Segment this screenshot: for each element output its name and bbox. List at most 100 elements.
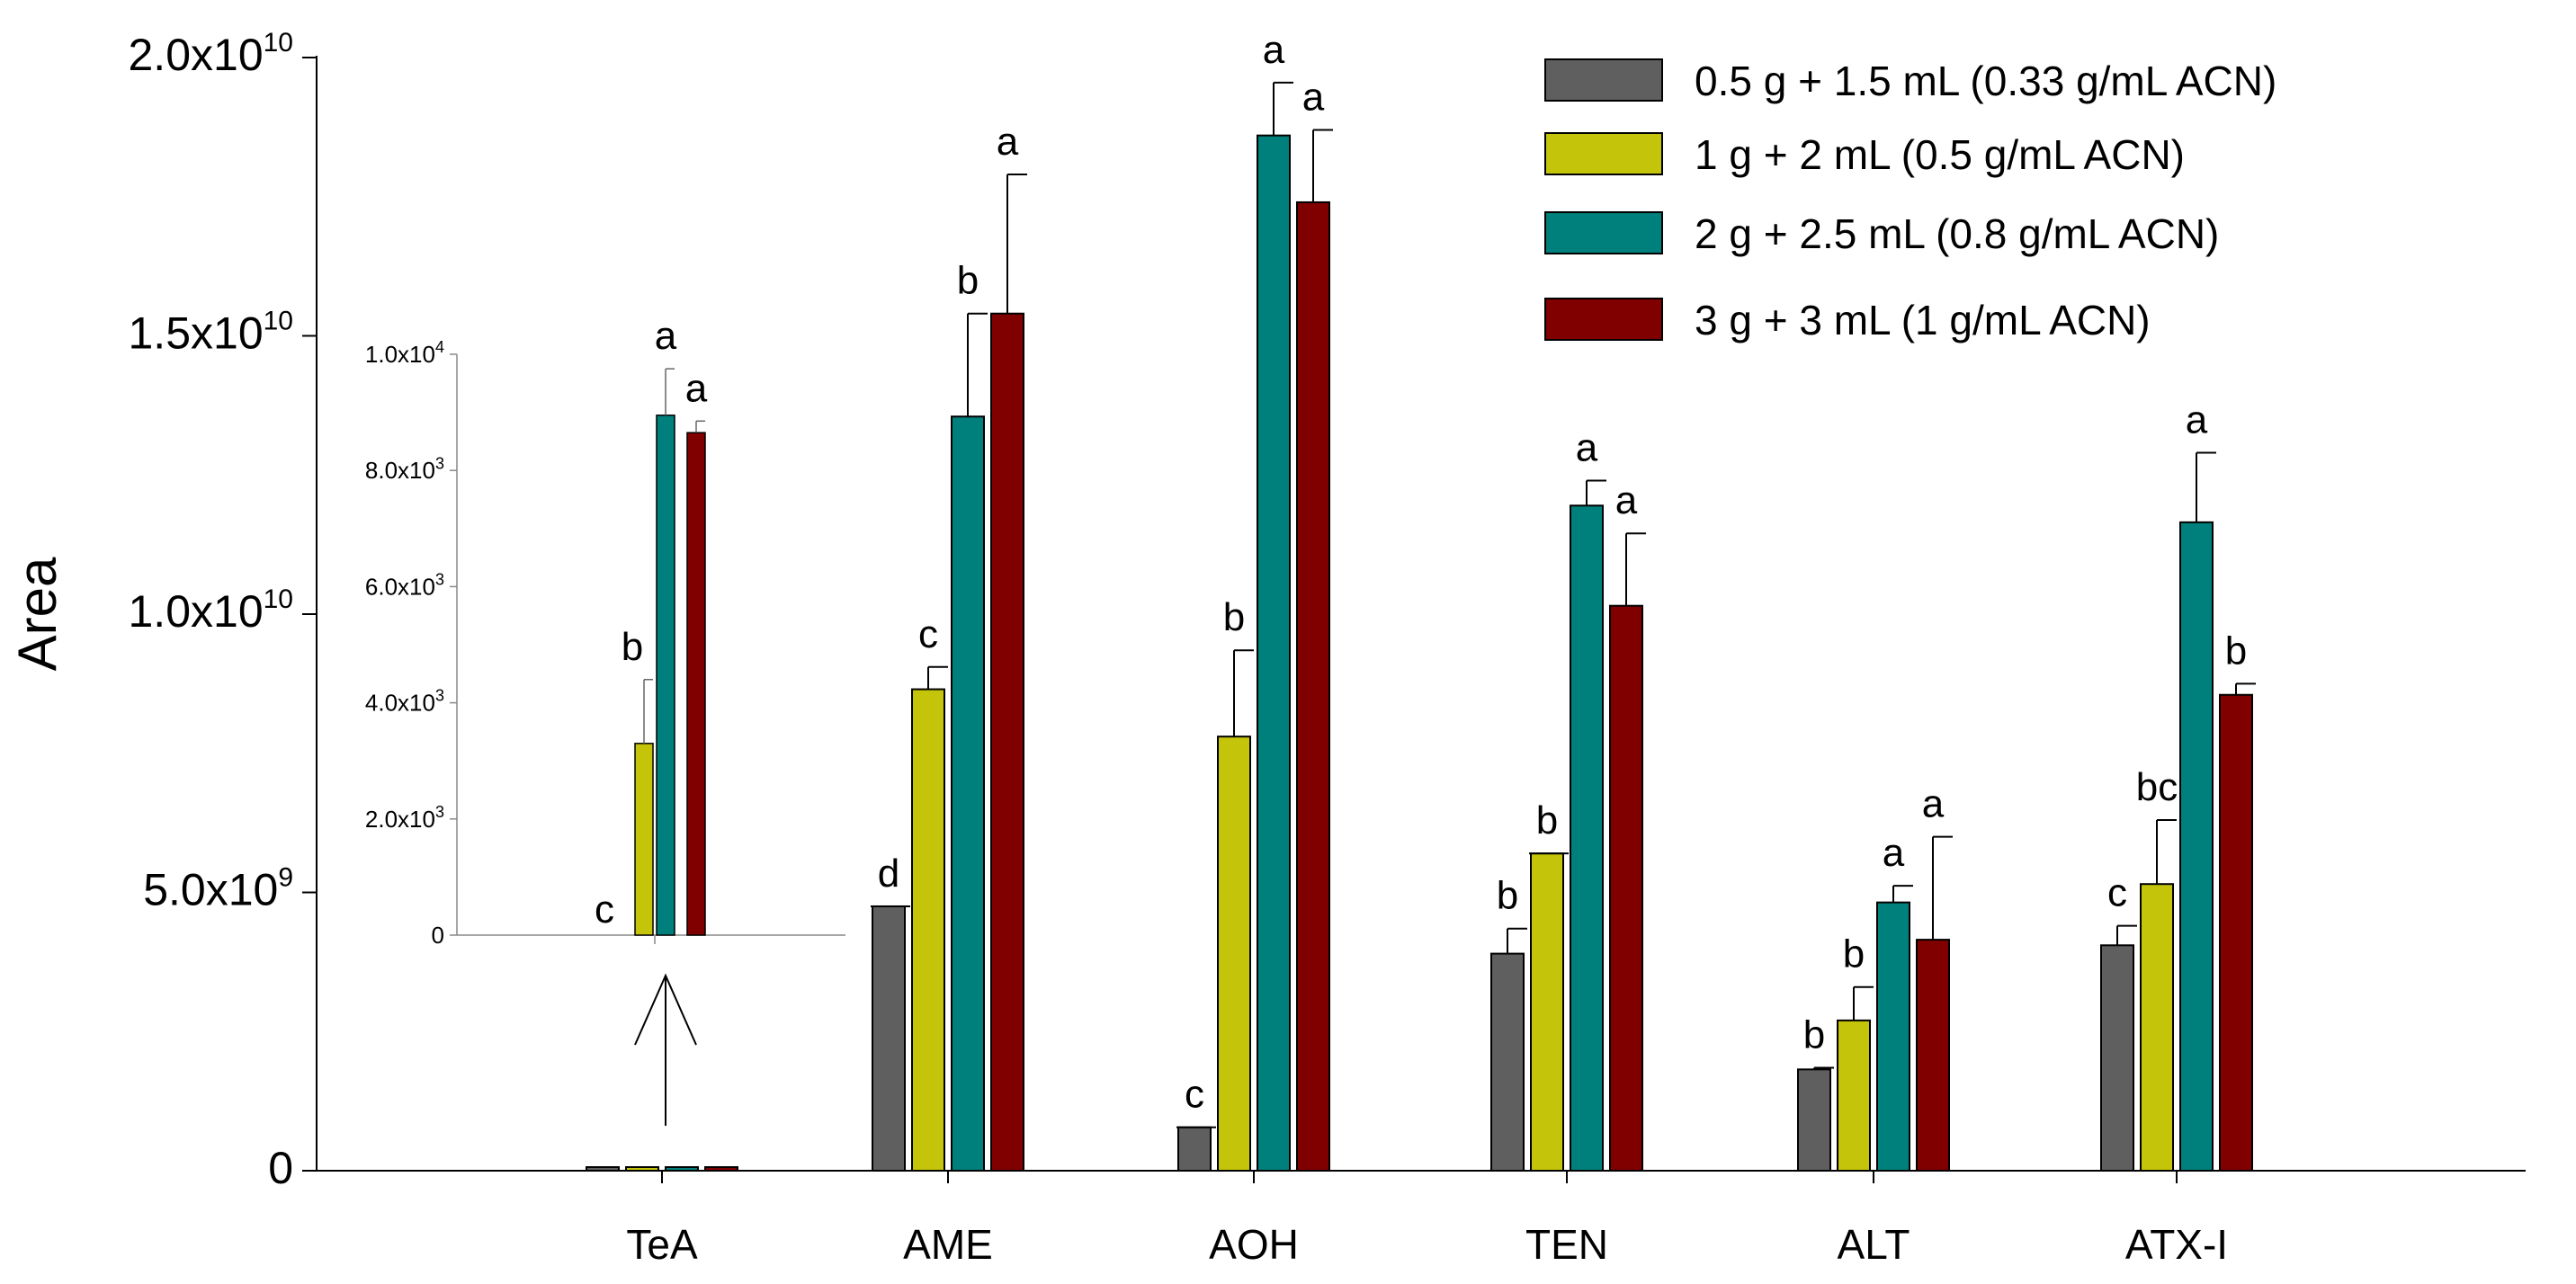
legend-swatch <box>1544 132 1663 175</box>
inset-y-tick-label-base: 1.0x10 <box>365 341 435 368</box>
significance-label: b <box>1497 874 1518 918</box>
bar <box>2140 883 2174 1173</box>
bar <box>951 415 985 1172</box>
inset-y-tick-label: 0 <box>432 922 444 949</box>
y-tick-label: 5.0x109 <box>143 863 293 915</box>
significance-label: a <box>2186 397 2208 441</box>
inset-y-tick-label-exp: 3 <box>435 687 444 705</box>
inset-y-tick-label-exp: 3 <box>435 454 444 472</box>
bar <box>2179 521 2214 1172</box>
significance-label: b <box>2225 629 2247 673</box>
bar <box>1257 134 1291 1172</box>
inset-y-tick-label-base: 0 <box>432 922 444 949</box>
significance-label: b <box>1803 1012 1825 1057</box>
significance-label: bc <box>2136 765 2178 809</box>
significance-label: a <box>1576 425 1598 469</box>
y-tick-label: 2.0x1010 <box>129 28 294 80</box>
significance-label: a <box>997 120 1019 164</box>
category-label: TEN <box>1525 1221 1608 1268</box>
inset-y-tick-label-base: 4.0x10 <box>365 690 435 717</box>
bar <box>1876 901 1910 1173</box>
y-tick-label: 1.5x1010 <box>129 307 294 359</box>
inset-y-tick-label: 1.0x104 <box>365 338 444 368</box>
y-tick-label-base: 1.5x10 <box>129 308 264 359</box>
bar <box>665 1166 699 1172</box>
bar <box>2100 944 2134 1173</box>
bar <box>990 312 1024 1172</box>
inset-bar <box>656 415 675 936</box>
significance-label: c <box>918 612 938 656</box>
significance-label: b <box>1536 798 1558 843</box>
bar <box>1490 952 1525 1172</box>
legend-label: 2 g + 2.5 mL (0.8 g/mL ACN) <box>1695 210 2219 257</box>
inset-y-tick-label: 2.0x103 <box>365 803 444 833</box>
inset-y-tick-label: 8.0x103 <box>365 454 444 484</box>
inset-significance-label: c <box>595 887 614 932</box>
bar <box>625 1166 659 1172</box>
bar <box>2219 693 2253 1172</box>
legend: 0.5 g + 1.5 mL (0.33 g/mL ACN) 1 g + 2 mL… <box>1544 58 2276 343</box>
y-tick-label-exp: 10 <box>264 28 293 58</box>
bar <box>911 688 945 1172</box>
inset-significance-label: b <box>622 625 643 669</box>
bar <box>1530 852 1564 1172</box>
y-tick-label-base: 1.0x10 <box>129 586 264 637</box>
y-tick-label-exp: 10 <box>264 307 293 336</box>
legend-label: 1 g + 2 mL (0.5 g/mL ACN) <box>1695 131 2185 178</box>
y-tick-label-base: 5.0x10 <box>143 865 278 915</box>
bar <box>1797 1068 1831 1173</box>
legend-swatch <box>1544 298 1663 341</box>
bar <box>872 905 906 1172</box>
significance-label: b <box>957 259 979 303</box>
inset-y-tick-label-exp: 4 <box>435 338 444 356</box>
inset-bar <box>634 743 654 936</box>
y-tick-label-exp: 10 <box>264 584 293 614</box>
bar <box>1296 201 1330 1173</box>
bar <box>1916 939 1950 1172</box>
significance-label: c <box>2107 871 2127 915</box>
inset-y-tick-label-exp: 3 <box>435 803 444 821</box>
y-axis-title: Area <box>7 557 67 671</box>
inset-significance-label: a <box>685 366 708 410</box>
category-label: AOH <box>1209 1221 1299 1268</box>
significance-label: a <box>1615 478 1638 522</box>
bar <box>1609 604 1643 1172</box>
legend-swatch <box>1544 211 1663 254</box>
bar <box>586 1166 620 1172</box>
inset-y-tick-label-exp: 3 <box>435 570 444 588</box>
inset-pointer-arrowhead <box>634 973 697 1046</box>
y-tick-label: 1.0x1010 <box>129 584 294 637</box>
inset-y-tick-label-base: 8.0x10 <box>365 457 435 484</box>
significance-label: b <box>1223 595 1245 639</box>
bar <box>1837 1019 1871 1172</box>
bar <box>1177 1126 1212 1173</box>
bar <box>704 1166 738 1172</box>
significance-label: c <box>1185 1073 1204 1117</box>
y-tick-label-exp: 9 <box>278 863 293 893</box>
legend-label: 3 g + 3 mL (1 g/mL ACN) <box>1695 297 2151 343</box>
significance-label: d <box>878 852 899 896</box>
y-tick-label-base: 0 <box>268 1143 293 1193</box>
significance-label: a <box>1883 831 1905 875</box>
legend-label: 0.5 g + 1.5 mL (0.33 g/mL ACN) <box>1695 58 2276 104</box>
inset-significance-label: a <box>655 314 677 358</box>
significance-label: b <box>1843 932 1865 976</box>
y-tick-label-base: 2.0x10 <box>129 30 264 80</box>
bar <box>1217 736 1251 1172</box>
inset-y-tick-label-base: 2.0x10 <box>365 806 435 833</box>
category-label: ATX-I <box>2125 1221 2228 1268</box>
y-tick-label: 0 <box>268 1143 293 1193</box>
inset-bar <box>686 432 706 936</box>
category-label: ALT <box>1838 1221 1910 1268</box>
inset-y-tick-label: 4.0x103 <box>365 687 444 717</box>
category-label: AME <box>903 1221 993 1268</box>
inset-y-tick-label: 6.0x103 <box>365 570 444 600</box>
significance-label: a <box>1263 28 1285 72</box>
category-label: TeA <box>626 1221 698 1268</box>
significance-label: a <box>1302 75 1325 119</box>
inset-y-tick-label-base: 6.0x10 <box>365 573 435 600</box>
